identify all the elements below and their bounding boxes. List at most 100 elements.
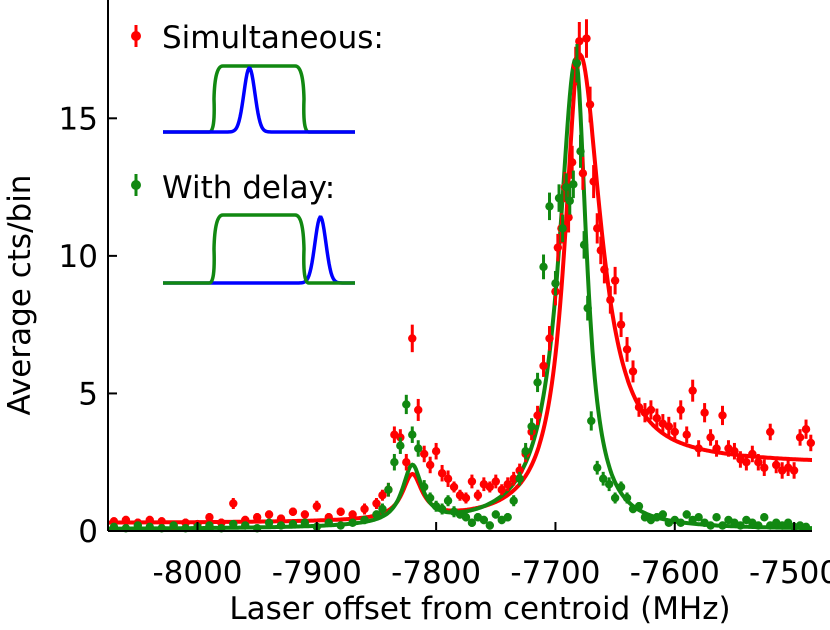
x-tick-label: -7600 <box>630 555 720 591</box>
marker <box>578 169 588 178</box>
data-point-series-1-3 <box>145 522 154 532</box>
y-tick-label: 0 <box>78 514 98 550</box>
data-point-series-0-8 <box>205 513 214 522</box>
data-point-series-0-85 <box>712 440 721 457</box>
marker <box>610 493 620 503</box>
data-point-series-0-15 <box>288 507 298 516</box>
marker <box>527 422 536 431</box>
marker <box>587 416 596 426</box>
marker <box>378 491 387 500</box>
data-point-series-0-49 <box>533 405 542 426</box>
data-point-series-0-34 <box>443 470 453 487</box>
marker <box>706 433 715 442</box>
x-tick-label: -7500 <box>749 555 830 591</box>
marker <box>449 482 459 492</box>
marker <box>596 246 605 255</box>
marker <box>736 521 745 530</box>
marker <box>593 463 602 472</box>
data-point-series-0-22 <box>372 497 381 509</box>
marker <box>694 444 703 453</box>
marker <box>772 460 781 470</box>
data-point-series-0-80 <box>682 426 691 443</box>
data-point-series-1-52 <box>551 271 560 296</box>
marker <box>264 518 274 527</box>
marker <box>718 411 727 420</box>
marker <box>491 510 500 519</box>
marker <box>414 405 423 415</box>
marker <box>616 482 626 492</box>
data-point-series-1-15 <box>288 519 298 529</box>
data-point-series-1-53 <box>554 184 564 212</box>
data-point-series-1-34 <box>443 495 453 507</box>
marker <box>264 510 274 519</box>
marker <box>616 320 626 329</box>
data-point-series-1-91 <box>760 513 769 522</box>
legend-label-simultaneous: Simultaneous: <box>162 20 384 56</box>
data-point-series-0-10 <box>229 497 238 509</box>
marker <box>109 522 119 532</box>
data-point-series-1-48 <box>527 418 536 435</box>
marker <box>606 295 615 305</box>
marker <box>348 518 357 527</box>
data-point-series-1-40 <box>479 515 489 525</box>
marker <box>551 279 560 288</box>
data-point-series-0-94 <box>766 423 775 441</box>
data-point-series-1-78 <box>682 510 691 519</box>
marker <box>300 518 310 527</box>
data-point-series-0-86 <box>718 405 727 426</box>
data-point-series-0-17 <box>312 500 322 512</box>
data-point-series-0-74 <box>646 400 656 420</box>
data-point-series-0-37 <box>461 492 471 504</box>
data-point-series-0-72 <box>634 397 644 417</box>
x-tick-label: -7700 <box>510 555 600 591</box>
marker <box>766 427 775 437</box>
marker <box>754 458 763 467</box>
data-points <box>109 19 816 533</box>
data-point-series-1-80 <box>694 513 703 522</box>
data-point-series-0-42 <box>491 474 500 489</box>
marker <box>443 496 453 505</box>
marker <box>676 405 685 415</box>
marker <box>348 510 357 519</box>
inset-pulse <box>163 215 355 285</box>
marker <box>229 499 238 508</box>
data-point-series-1-49 <box>533 372 542 393</box>
data-point-series-0-35 <box>449 481 459 493</box>
data-point-series-0-21 <box>360 503 369 515</box>
data-point-series-0-19 <box>336 507 345 516</box>
marker <box>408 334 417 343</box>
data-point-series-0-83 <box>700 403 709 423</box>
marker <box>789 466 799 475</box>
data-point-series-0-95 <box>772 456 781 474</box>
data-point-series-0-63 <box>589 165 598 199</box>
marker <box>396 433 405 442</box>
marker <box>622 345 632 354</box>
marker <box>718 521 727 530</box>
x-tick-label: -7800 <box>391 555 481 591</box>
marker <box>503 513 512 522</box>
marker <box>572 59 582 68</box>
marker <box>652 413 662 423</box>
inset-trapezoid <box>163 64 355 134</box>
y-tick-label: 10 <box>59 239 98 275</box>
marker <box>205 521 214 530</box>
data-point-series-1-57 <box>569 170 578 199</box>
marker <box>276 514 286 523</box>
marker <box>569 180 578 189</box>
marker <box>533 411 542 420</box>
data-point-series-1-51 <box>545 192 554 221</box>
y-tick-label: 15 <box>59 101 98 137</box>
marker <box>485 482 495 492</box>
marker <box>521 447 530 456</box>
marker <box>360 504 369 514</box>
marker <box>509 496 518 505</box>
marker <box>582 34 591 43</box>
marker <box>634 402 644 412</box>
data-point-series-0-65 <box>596 236 605 265</box>
marker <box>553 243 563 252</box>
marker <box>760 513 769 522</box>
data-point-series-0-92 <box>754 453 763 471</box>
data-point-series-1-31 <box>425 492 435 504</box>
marker <box>760 463 769 472</box>
